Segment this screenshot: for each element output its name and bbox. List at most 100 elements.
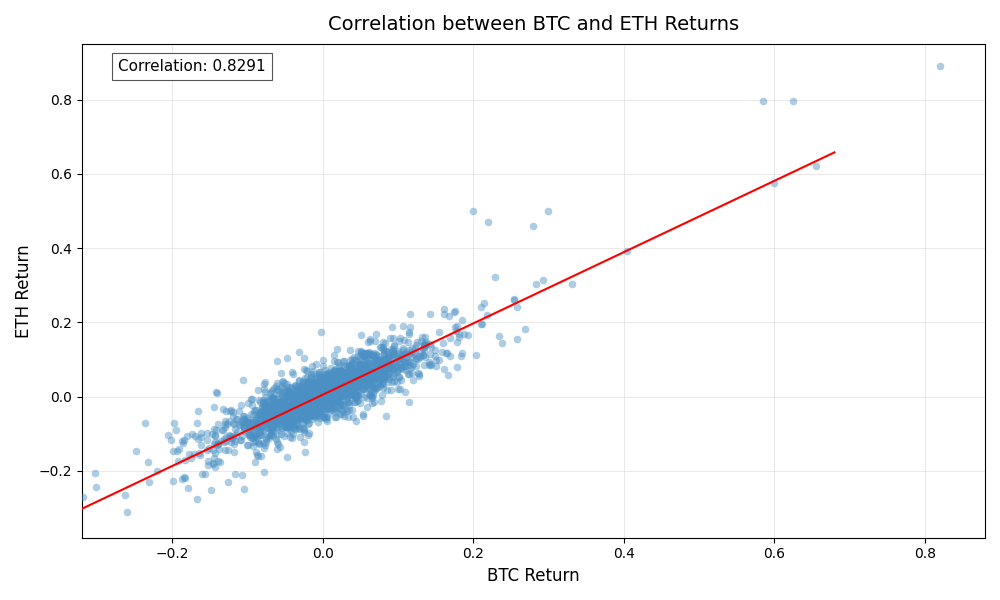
Point: [279, 408, 295, 418]
Point: [245, 437, 261, 446]
Point: [186, 449, 202, 459]
Point: [328, 382, 344, 391]
Point: [318, 391, 334, 401]
Point: [333, 372, 349, 382]
Point: [397, 361, 413, 370]
Point: [350, 346, 366, 356]
Point: [303, 369, 319, 379]
Point: [343, 388, 359, 398]
Point: [279, 388, 295, 397]
Point: [344, 390, 360, 400]
Point: [315, 397, 331, 407]
Point: [272, 402, 288, 412]
Point: [480, 217, 496, 227]
Point: [302, 398, 318, 408]
Point: [265, 407, 281, 417]
Point: [361, 365, 377, 375]
Point: [296, 364, 312, 374]
Point: [326, 365, 342, 374]
Point: [279, 405, 295, 415]
Point: [375, 367, 391, 377]
Point: [351, 377, 367, 387]
Point: [351, 366, 367, 376]
Point: [336, 360, 352, 370]
Point: [284, 414, 300, 424]
Point: [238, 418, 254, 428]
Point: [325, 389, 341, 399]
Point: [286, 394, 302, 404]
Point: [333, 366, 349, 376]
Point: [382, 359, 398, 369]
Point: [256, 385, 272, 394]
Point: [245, 441, 261, 451]
Point: [248, 448, 264, 457]
Point: [298, 416, 314, 425]
Point: [287, 405, 303, 415]
Point: [356, 361, 372, 370]
Point: [377, 367, 393, 376]
Point: [328, 380, 344, 390]
Point: [364, 374, 380, 383]
Point: [322, 376, 338, 385]
Point: [328, 395, 344, 405]
Point: [326, 376, 342, 386]
Point: [286, 397, 302, 407]
Point: [293, 409, 309, 419]
Point: [300, 393, 316, 403]
Point: [274, 390, 290, 400]
Point: [270, 419, 286, 429]
Point: [313, 379, 329, 389]
Point: [360, 383, 376, 393]
Point: [306, 404, 322, 414]
Point: [358, 362, 374, 372]
Point: [349, 392, 365, 401]
Point: [322, 400, 338, 410]
Point: [278, 419, 294, 429]
Point: [258, 432, 274, 442]
Point: [372, 381, 388, 391]
Point: [348, 363, 364, 373]
Point: [279, 385, 295, 394]
Point: [328, 367, 344, 376]
Point: [170, 456, 186, 466]
Point: [275, 417, 291, 427]
Point: [323, 383, 339, 393]
Point: [250, 437, 266, 447]
Point: [373, 397, 389, 406]
Point: [276, 379, 292, 388]
Point: [250, 422, 266, 431]
Point: [442, 352, 458, 361]
Point: [401, 328, 417, 337]
Point: [293, 405, 309, 415]
Point: [318, 369, 334, 379]
Point: [140, 457, 156, 467]
Point: [345, 377, 361, 387]
Point: [369, 367, 385, 377]
Point: [346, 367, 362, 376]
Point: [272, 411, 288, 421]
Point: [233, 435, 249, 445]
Point: [266, 399, 282, 409]
Point: [240, 398, 256, 408]
Point: [260, 413, 276, 423]
Point: [300, 404, 316, 414]
Title: Correlation between BTC and ETH Returns: Correlation between BTC and ETH Returns: [328, 15, 739, 34]
Point: [335, 400, 351, 410]
Point: [381, 368, 397, 377]
Point: [392, 364, 408, 373]
Point: [274, 382, 290, 392]
Point: [312, 394, 328, 404]
Point: [308, 383, 324, 393]
Point: [275, 387, 291, 397]
Point: [326, 350, 342, 360]
Point: [382, 333, 398, 343]
Point: [396, 349, 412, 359]
Point: [296, 424, 312, 434]
Point: [346, 368, 362, 378]
Point: [296, 413, 312, 423]
Point: [305, 386, 321, 396]
Point: [249, 450, 265, 460]
Point: [254, 422, 270, 432]
Point: [328, 412, 344, 421]
Point: [278, 413, 294, 423]
